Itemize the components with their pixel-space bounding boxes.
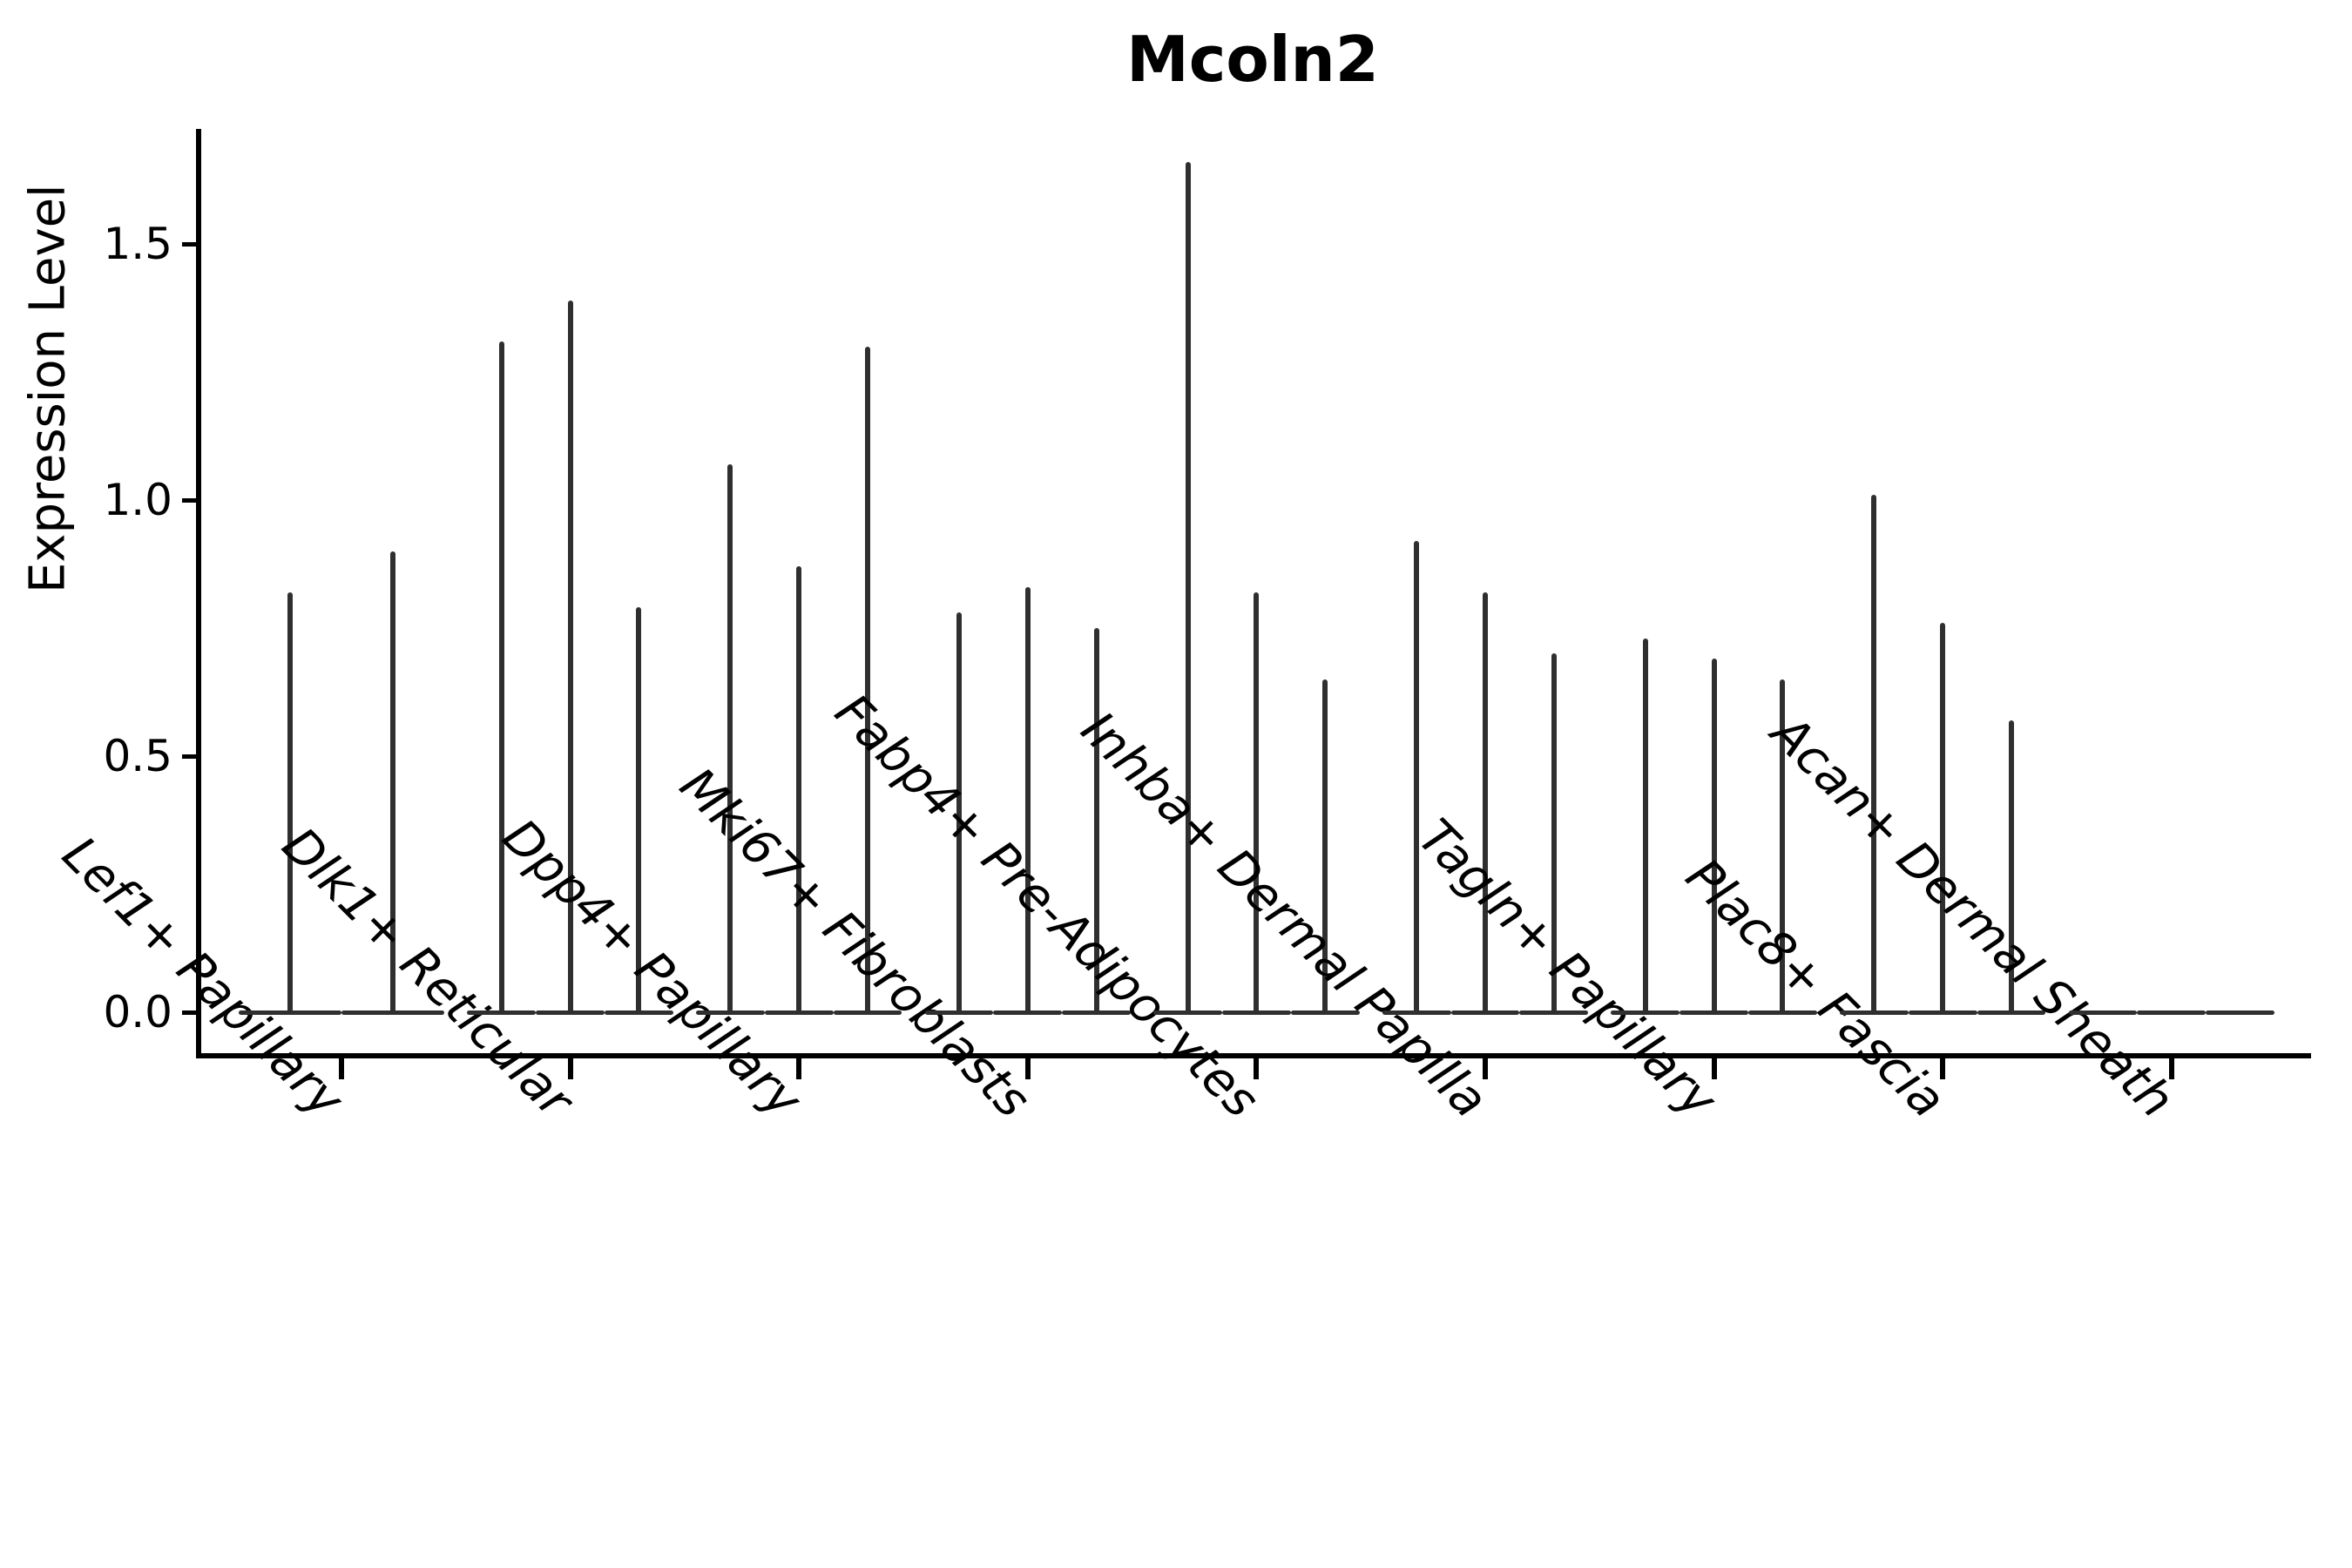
violin-needle — [287, 591, 293, 1012]
x-axis-spine — [196, 1053, 2311, 1058]
violin-base — [1290, 1010, 1360, 1015]
violin-base — [1840, 1010, 1909, 1015]
violin-base — [341, 1010, 445, 1015]
y-axis-spine — [196, 129, 201, 1058]
x-tick-mark — [1483, 1055, 1488, 1079]
violin-base — [1908, 1010, 1977, 1015]
violin-base — [833, 1010, 902, 1015]
x-tick-mark — [1254, 1055, 1260, 1079]
violin-base — [696, 1010, 765, 1015]
violin-base — [1680, 1010, 1748, 1015]
violin-base — [1382, 1010, 1451, 1015]
x-tick-mark — [1024, 1055, 1031, 1079]
violin-base — [1062, 1010, 1131, 1015]
y-tick-label: 0.0 — [103, 987, 172, 1037]
violin-base — [1519, 1010, 1589, 1015]
violin-needle — [1024, 586, 1031, 1012]
violin-base — [1977, 1010, 2046, 1015]
violin-needle — [1185, 161, 1191, 1012]
violin-base — [2206, 1010, 2274, 1015]
violin-needle — [1642, 638, 1648, 1012]
violin-needle — [1414, 541, 1420, 1012]
violin-needle — [1711, 659, 1717, 1012]
x-tick-label-text: Acan+ Dermal Sheath — [1760, 704, 2185, 1129]
y-tick-mark — [182, 497, 196, 503]
violin-base — [1747, 1010, 1817, 1015]
x-tick-mark — [796, 1055, 802, 1079]
violin-base — [1222, 1010, 1291, 1015]
violin-needle — [1322, 679, 1328, 1012]
violin-base — [238, 1010, 341, 1015]
violin-base — [764, 1010, 834, 1015]
x-tick-mark — [2168, 1055, 2174, 1079]
y-tick-mark — [182, 754, 196, 759]
x-tick-mark — [567, 1055, 573, 1079]
y-tick-mark — [182, 241, 196, 247]
x-tick-mark — [339, 1055, 344, 1079]
x-tick-mark — [1940, 1055, 1946, 1079]
x-tick-mark — [1711, 1055, 1717, 1079]
violin-needle — [2008, 720, 2014, 1012]
y-tick-mark — [182, 1010, 196, 1015]
y-tick-label: 1.5 — [103, 219, 172, 269]
violin-needle — [1254, 591, 1260, 1012]
violin-needle — [390, 551, 396, 1012]
x-tick-label-text: Inhba+ Dermal Papilla — [1070, 700, 1498, 1129]
y-tick-label: 0.5 — [103, 731, 172, 781]
violin-base — [467, 1010, 537, 1015]
violin-needle — [1780, 679, 1786, 1012]
x-tick-label-text: Fabp4+ Pre-Adipocytes — [824, 683, 1270, 1129]
violin-needle — [498, 341, 504, 1012]
chart-title: Mcoln2 — [1126, 23, 1379, 96]
violin-needle — [1551, 653, 1557, 1012]
y-tick-label: 1.0 — [103, 475, 172, 525]
violin-needle — [636, 607, 642, 1012]
violin-base — [1450, 1010, 1520, 1015]
violin-needle — [1871, 495, 1877, 1012]
violin-base — [604, 1010, 673, 1015]
violin-base — [1153, 1010, 1222, 1015]
violin-base — [924, 1010, 994, 1015]
violin-needle — [727, 463, 733, 1012]
violin-base — [1611, 1010, 1680, 1015]
violin-base — [536, 1010, 605, 1015]
violin-needle — [956, 612, 963, 1012]
violin-base — [993, 1010, 1063, 1015]
violin-needle — [796, 566, 802, 1012]
violin-needle — [1093, 628, 1099, 1012]
violin-base — [2137, 1010, 2207, 1015]
violin-needle — [864, 346, 870, 1012]
violin-needle — [1483, 591, 1488, 1012]
violin-needle — [567, 300, 573, 1012]
violin-needle — [1940, 623, 1946, 1012]
violin-base — [2068, 1010, 2138, 1015]
